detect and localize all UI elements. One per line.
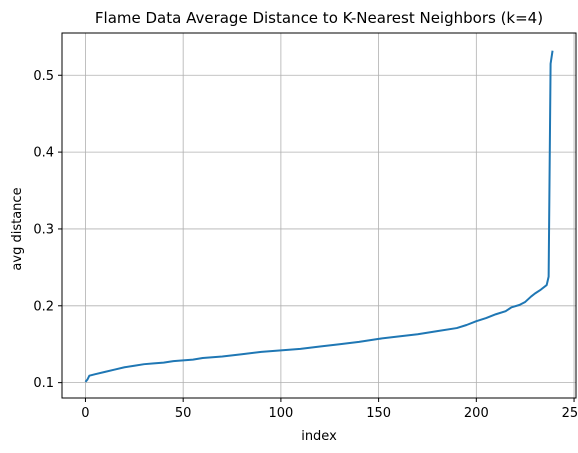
y-tick-label: 0.5 (33, 69, 54, 84)
series-layer (84, 50, 554, 383)
x-tick-label: 100 (268, 406, 293, 421)
y-tick-label: 0.3 (33, 222, 54, 237)
chart-title: Flame Data Average Distance to K-Nearest… (95, 9, 543, 27)
x-tick-label: 150 (366, 406, 391, 421)
y-tick-label: 0.2 (33, 299, 54, 314)
y-tick-label: 0.4 (33, 146, 54, 161)
x-tick-label: 50 (175, 406, 192, 421)
y-tick-label: 0.1 (33, 376, 54, 391)
x-tick-label: 250 (562, 406, 578, 421)
x-axis-label: index (301, 429, 337, 444)
plot-frame (61, 32, 577, 399)
x-tick-label: 200 (464, 406, 489, 421)
grid (62, 33, 576, 398)
axis-ticks: 0 50 100 150 200 250 0.1 0.2 0.3 0.4 0.5 (33, 69, 578, 421)
y-axis-label: avg distance (10, 187, 25, 270)
x-tick-label: 0 (81, 406, 89, 421)
series-line (84, 50, 554, 383)
